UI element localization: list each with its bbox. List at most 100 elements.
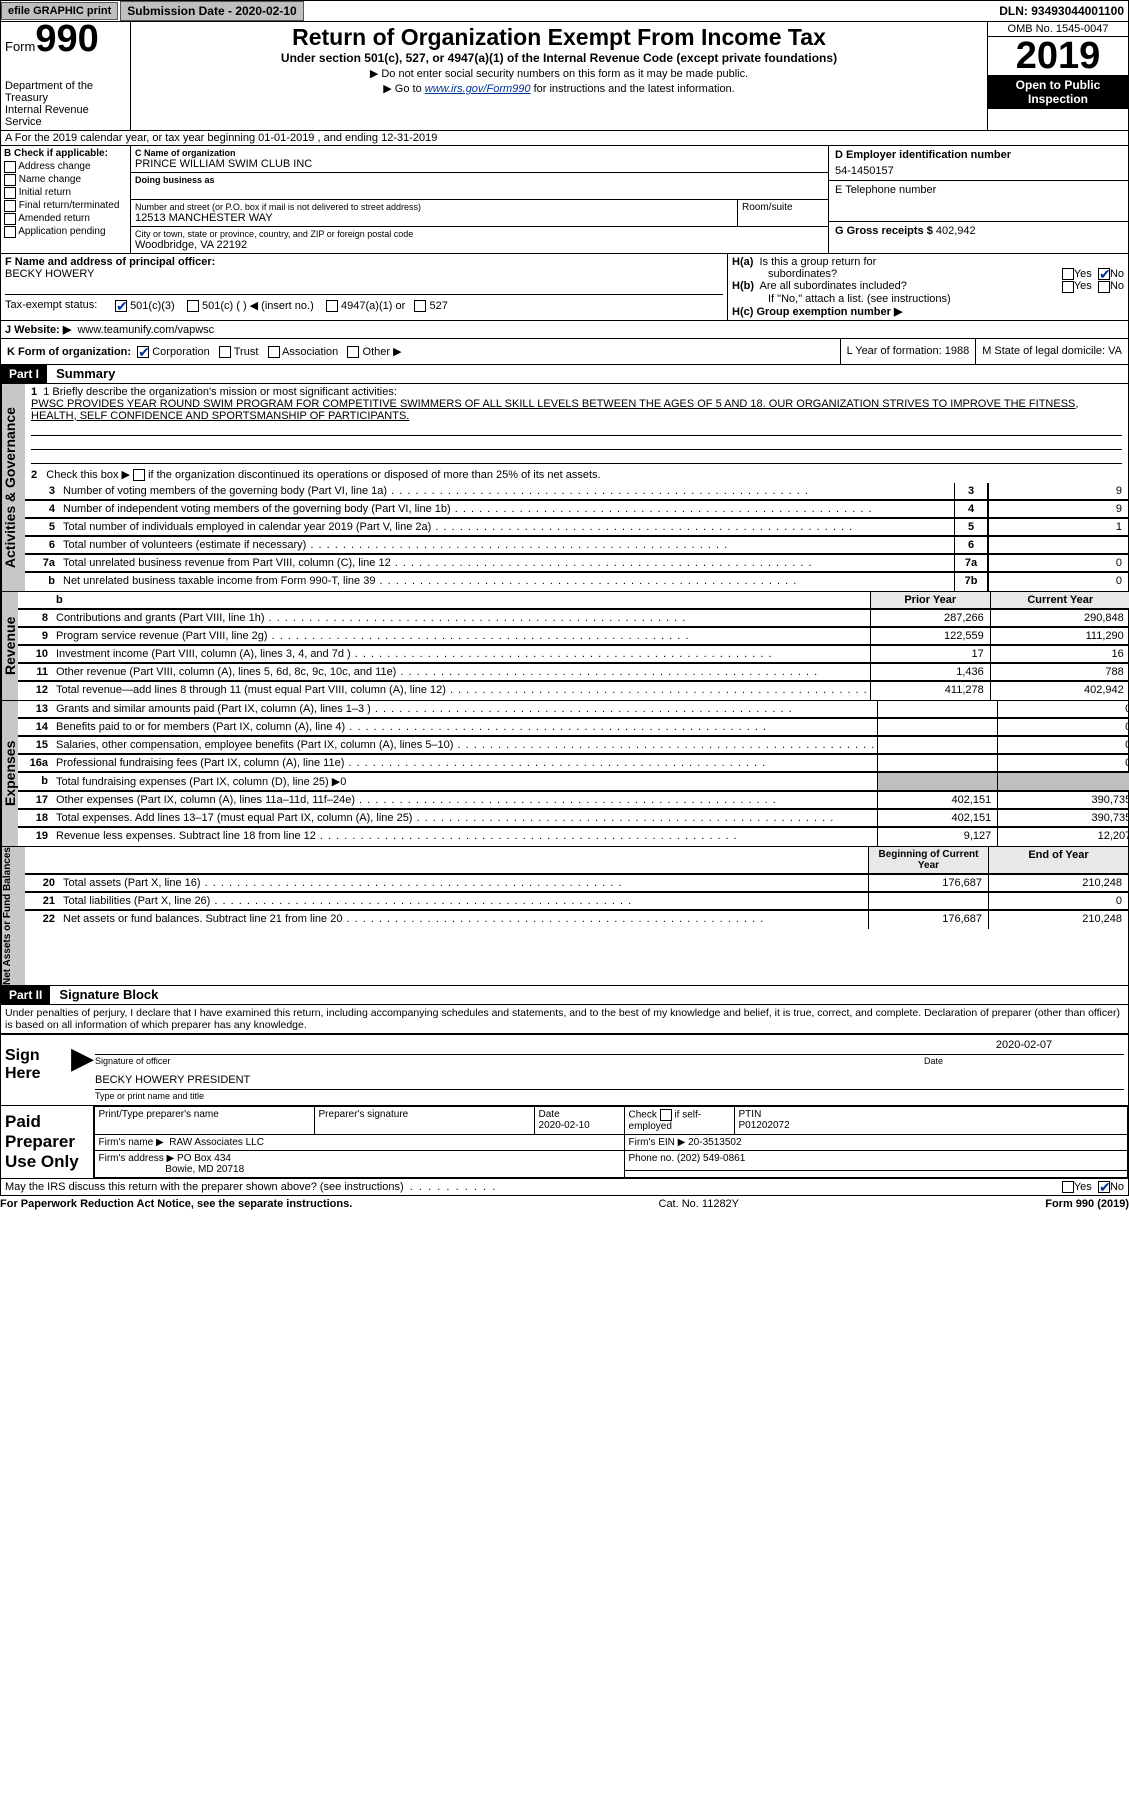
expense-line-18: 18 Total expenses. Add lines 13–17 (must…	[18, 810, 1129, 828]
box-f-label: F Name and address of principal officer:	[5, 256, 723, 268]
discuss-text: May the IRS discuss this return with the…	[5, 1181, 404, 1193]
officer-name: BECKY HOWERY PRESIDENT	[95, 1074, 250, 1089]
year-formation: L Year of formation: 1988	[840, 339, 976, 364]
expense-line-13: 13 Grants and similar amounts paid (Part…	[18, 701, 1129, 719]
box-f-value: BECKY HOWERY	[5, 268, 723, 280]
form-word: Form	[5, 39, 35, 54]
expense-line-14: 14 Benefits paid to or for members (Part…	[18, 719, 1129, 737]
prep-sig-hdr: Preparer's signature	[314, 1106, 534, 1134]
box-b-label: B Check if applicable:	[4, 148, 127, 159]
firm-ein-label: Firm's EIN ▶	[629, 1137, 686, 1148]
cb-trust[interactable]	[219, 346, 231, 358]
netassets-line-22: 22 Net assets or fund balances. Subtract…	[25, 911, 1128, 929]
org-name: PRINCE WILLIAM SWIM CLUB INC	[135, 158, 824, 170]
form-title: Return of Organization Exempt From Incom…	[137, 24, 981, 51]
col-prior: Prior Year	[870, 592, 990, 609]
gross-receipts-label: G Gross receipts $	[835, 225, 933, 237]
part1-title: Summary	[50, 366, 115, 381]
paid-preparer-label: Paid Preparer Use Only	[1, 1106, 94, 1178]
cb-discuss-no[interactable]	[1098, 1181, 1110, 1193]
hb-note: If "No," attach a list. (see instruction…	[732, 293, 1124, 305]
cb-discuss-yes[interactable]	[1062, 1181, 1074, 1193]
city-label: City or town, state or province, country…	[135, 229, 824, 239]
name-label: C Name of organization	[135, 148, 824, 158]
form-subtitle-3: ▶ Go to www.irs.gov/Form990 for instruct…	[137, 82, 981, 95]
cb-address-change[interactable]: Address change	[4, 160, 127, 173]
dept-label: Department of the Treasury Internal Reve…	[5, 80, 126, 128]
cb-name-change[interactable]: Name change	[4, 173, 127, 186]
expense-line-b: b Total fundraising expenses (Part IX, c…	[18, 773, 1129, 792]
cb-ha-yes[interactable]	[1062, 268, 1074, 280]
revenue-line-11: 11 Other revenue (Part VIII, column (A),…	[18, 664, 1129, 682]
netassets-line-21: 21 Total liabilities (Part X, line 26) 0	[25, 893, 1128, 911]
self-employed-cell: Check if self-employed	[624, 1106, 734, 1134]
part2-bar: Part II Signature Block	[0, 986, 1129, 1005]
lbl-other: Other ▶	[363, 346, 402, 358]
cb-corp[interactable]	[137, 346, 149, 358]
hc-label: H(c) Group exemption number ▶	[732, 305, 1124, 318]
sig-officer-label: Signature of officer	[95, 1056, 924, 1066]
prep-name-hdr: Print/Type preparer's name	[94, 1106, 314, 1134]
lbl-501c3: 501(c)(3)	[130, 300, 175, 312]
part1-bar: Part I Summary	[0, 365, 1129, 384]
ptin-value: P01202072	[739, 1120, 790, 1131]
discuss-row: May the IRS discuss this return with the…	[0, 1179, 1129, 1196]
firm-addr1: PO Box 434	[177, 1153, 231, 1164]
cb-other[interactable]	[347, 346, 359, 358]
dln-label: DLN: 93493044001100	[999, 4, 1128, 18]
col-curr: Current Year	[990, 592, 1129, 609]
expense-line-16a: 16a Professional fundraising fees (Part …	[18, 755, 1129, 773]
form-number: 990	[35, 18, 98, 60]
firm-addr-label: Firm's address ▶	[99, 1153, 175, 1164]
cb-527[interactable]	[414, 300, 426, 312]
cb-initial-return[interactable]: Initial return	[4, 186, 127, 199]
dba-label: Doing business as	[135, 175, 824, 185]
cb-501c3[interactable]	[115, 300, 127, 312]
prep-date-val: 2020-02-10	[539, 1120, 590, 1131]
firm-phone-label: Phone no.	[629, 1153, 675, 1164]
cb-final-return[interactable]: Final return/terminated	[4, 199, 127, 212]
lbl-discuss-yes: Yes	[1074, 1181, 1092, 1193]
lbl-discuss-no: No	[1110, 1181, 1124, 1193]
instructions-link[interactable]: www.irs.gov/Form990	[425, 83, 531, 95]
cb-ha-no[interactable]	[1098, 268, 1110, 280]
cb-application-pending[interactable]: Application pending	[4, 225, 127, 238]
lbl-yes: Yes	[1074, 268, 1092, 280]
cb-discontinued[interactable]	[133, 469, 145, 481]
firm-addr2: Bowie, MD 20718	[165, 1164, 244, 1175]
cb-4947[interactable]	[326, 300, 338, 312]
tax-year: 2019	[988, 37, 1128, 75]
form-subtitle-1: Under section 501(c), 527, or 4947(a)(1)…	[137, 51, 981, 65]
open-public-badge: Open to Public Inspection	[988, 75, 1128, 109]
revenue-line-9: 9 Program service revenue (Part VIII, li…	[18, 628, 1129, 646]
cb-hb-yes[interactable]	[1062, 281, 1074, 293]
firm-name: RAW Associates LLC	[169, 1137, 264, 1148]
netassets-line-20: 20 Total assets (Part X, line 16) 176,68…	[25, 875, 1128, 893]
cb-assoc[interactable]	[268, 346, 280, 358]
room-suite-label: Room/suite	[738, 200, 828, 226]
footer: For Paperwork Reduction Act Notice, see …	[0, 1196, 1129, 1212]
block-f-h: F Name and address of principal officer:…	[0, 254, 1129, 320]
q2-text: Check this box ▶ if the organization dis…	[46, 469, 600, 481]
lbl-assoc: Association	[282, 346, 338, 358]
cb-self-employed[interactable]	[660, 1109, 672, 1121]
sign-here-block: Sign Here ▶ 2020-02-07 Signature of offi…	[0, 1034, 1129, 1106]
summary-line-4: 4 Number of independent voting members o…	[25, 501, 1128, 519]
city-value: Woodbridge, VA 22192	[135, 239, 824, 251]
q1-label: 1 1 Briefly describe the organization's …	[31, 386, 1122, 398]
firm-phone: (202) 549-0861	[677, 1153, 745, 1164]
vtab-netassets: Net Assets or Fund Balances	[1, 847, 25, 985]
expenses-section: Expenses 13 Grants and similar amounts p…	[0, 701, 1129, 847]
lbl-corp: Corporation	[152, 346, 209, 358]
footer-left: For Paperwork Reduction Act Notice, see …	[0, 1198, 352, 1210]
part2-title: Signature Block	[53, 987, 158, 1002]
cb-501c[interactable]	[187, 300, 199, 312]
prep-date-hdr: Date	[539, 1109, 560, 1120]
lbl-yes2: Yes	[1074, 280, 1092, 292]
summary-line-3: 3 Number of voting members of the govern…	[25, 483, 1128, 501]
revenue-line-8: 8 Contributions and grants (Part VIII, l…	[18, 610, 1129, 628]
cb-amended-return[interactable]: Amended return	[4, 212, 127, 225]
cb-hb-no[interactable]	[1098, 281, 1110, 293]
summary-line-5: 5 Total number of individuals employed i…	[25, 519, 1128, 537]
lbl-501c: 501(c) ( ) ◀ (insert no.)	[202, 300, 314, 312]
